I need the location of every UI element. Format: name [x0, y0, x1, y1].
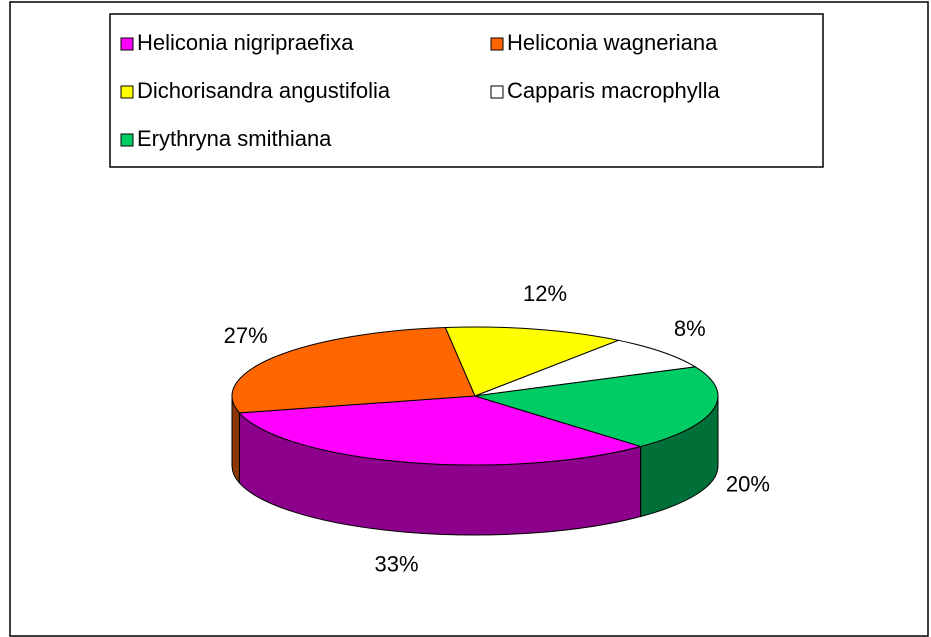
legend-label: Dichorisandra angustifolia	[137, 78, 391, 103]
legend-label: Heliconia nigripraefixa	[137, 30, 354, 55]
data-label: 27%	[224, 323, 268, 348]
slice	[474, 366, 719, 447]
slice	[238, 395, 643, 466]
data-label: 12%	[523, 281, 567, 306]
legend-label: Heliconia wagneriana	[507, 30, 718, 55]
legend-swatch	[120, 85, 134, 99]
legend-swatch	[120, 133, 134, 147]
legend-swatch	[490, 37, 504, 51]
slice	[444, 326, 621, 397]
legend-swatch	[490, 85, 504, 99]
data-label: 20%	[726, 472, 770, 497]
legend-label: Capparis macrophylla	[507, 78, 721, 103]
data-label: 33%	[374, 552, 418, 577]
legend-box	[109, 13, 824, 168]
legend-label: Erythryna smithiana	[137, 126, 332, 151]
legend-swatch	[120, 37, 134, 51]
slice	[474, 339, 697, 397]
slice	[231, 327, 476, 414]
data-label: 8%	[674, 316, 706, 341]
